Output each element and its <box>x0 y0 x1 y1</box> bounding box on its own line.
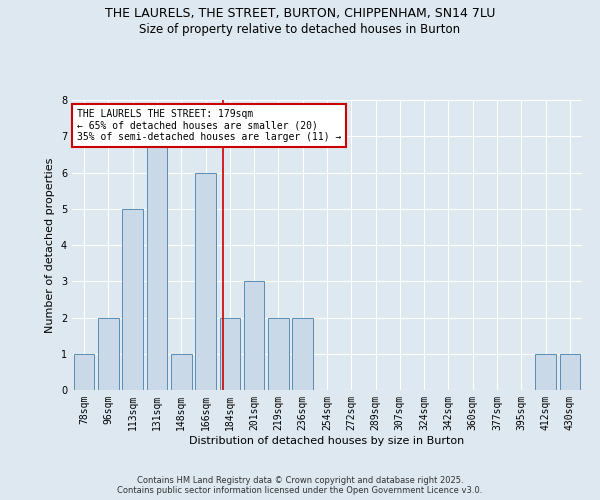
Bar <box>220 318 240 390</box>
Text: Contains HM Land Registry data © Crown copyright and database right 2025.
Contai: Contains HM Land Registry data © Crown c… <box>118 476 482 495</box>
Bar <box>560 354 580 390</box>
Bar <box>535 354 556 390</box>
Bar <box>244 281 265 390</box>
X-axis label: Distribution of detached houses by size in Burton: Distribution of detached houses by size … <box>190 436 464 446</box>
Bar <box>195 172 216 390</box>
Bar <box>74 354 94 390</box>
Text: THE LAURELS, THE STREET, BURTON, CHIPPENHAM, SN14 7LU: THE LAURELS, THE STREET, BURTON, CHIPPEN… <box>105 8 495 20</box>
Bar <box>98 318 119 390</box>
Text: THE LAURELS THE STREET: 179sqm
← 65% of detached houses are smaller (20)
35% of : THE LAURELS THE STREET: 179sqm ← 65% of … <box>77 108 341 142</box>
Bar <box>146 136 167 390</box>
Bar <box>292 318 313 390</box>
Text: Size of property relative to detached houses in Burton: Size of property relative to detached ho… <box>139 22 461 36</box>
Bar <box>122 209 143 390</box>
Bar <box>268 318 289 390</box>
Bar <box>171 354 191 390</box>
Y-axis label: Number of detached properties: Number of detached properties <box>46 158 55 332</box>
